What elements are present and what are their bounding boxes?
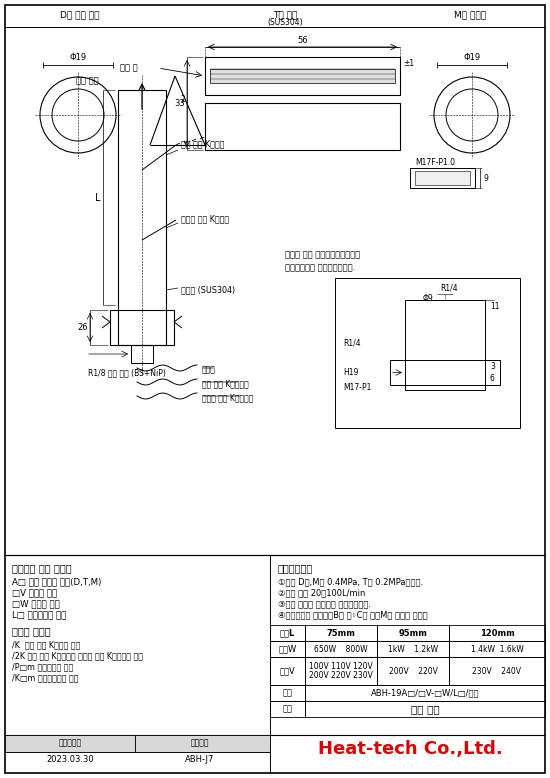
- Bar: [415, 171, 470, 185]
- Text: 관로L: 관로L: [280, 629, 295, 637]
- Text: 품명: 품명: [283, 705, 293, 713]
- Bar: [135, 735, 270, 752]
- Bar: [377, 625, 449, 641]
- Text: 11: 11: [490, 302, 499, 311]
- Bar: [5, 735, 135, 752]
- Text: /K  열풍 온도 K열전대 추가: /K 열풍 온도 K열전대 추가: [12, 640, 80, 649]
- Text: 200V    220V: 200V 220V: [388, 667, 437, 675]
- Text: L□ 기준관로의 지정: L□ 기준관로의 지정: [12, 610, 66, 619]
- Text: ②추천 유량 20～100L/min: ②추천 유량 20～100L/min: [278, 588, 365, 597]
- Bar: [335, 278, 520, 428]
- Text: 발열체 온도 K열전대선: 발열체 온도 K열전대선: [202, 394, 254, 402]
- Text: 120mm: 120mm: [480, 629, 514, 637]
- Bar: [449, 641, 545, 657]
- Bar: [270, 685, 305, 701]
- Text: /K□m 열전대선장이 지정: /K□m 열전대선장이 지정: [12, 673, 78, 682]
- Bar: [377, 657, 449, 685]
- Text: 열풍 온도 K열전대: 열풍 온도 K열전대: [181, 139, 224, 148]
- Text: 230V    240V: 230V 240V: [472, 667, 521, 675]
- Text: 금속관 (SUS304): 금속관 (SUS304): [181, 285, 235, 294]
- Text: M17F-P1.0: M17F-P1.0: [415, 158, 455, 167]
- Text: ④저온기체를 공급하는B형 테◦C형 슬맿M형 내나사 외나사: ④저온기체를 공급하는B형 테◦C형 슬맿M형 내나사 외나사: [278, 610, 428, 619]
- Bar: [305, 685, 545, 701]
- Bar: [377, 641, 449, 657]
- Text: M17-P1: M17-P1: [343, 383, 371, 392]
- Text: ABH-19A□/□V-□W/L□/옵션: ABH-19A□/□V-□W/L□/옵션: [371, 689, 479, 698]
- Text: /P□m 전원선장이 지정: /P□m 전원선장이 지정: [12, 662, 73, 671]
- Text: M형 내나사: M형 내나사: [454, 10, 486, 19]
- Text: 특별주문에서 제작하겠습니다.: 특별주문에서 제작하겠습니다.: [285, 263, 355, 272]
- Text: R1/4: R1/4: [343, 338, 361, 347]
- Text: 【주문시 사양 지정】: 【주문시 사양 지정】: [12, 563, 72, 573]
- Text: Φ19: Φ19: [69, 53, 86, 62]
- Text: 6: 6: [490, 374, 495, 383]
- Text: 650W    800W: 650W 800W: [314, 644, 368, 654]
- Text: 열풍 온도 K열전대선: 열풍 온도 K열전대선: [202, 380, 249, 388]
- Text: 슬릿 폭: 슬릿 폭: [120, 64, 138, 72]
- Text: 1.4kW  1.6kW: 1.4kW 1.6kW: [471, 644, 524, 654]
- Text: ±1: ±1: [403, 59, 414, 68]
- Text: 95mm: 95mm: [399, 629, 427, 637]
- Text: 2023.03.30: 2023.03.30: [46, 755, 94, 765]
- Text: Φ19: Φ19: [464, 53, 481, 62]
- Text: D형 직접 분사: D형 직접 분사: [60, 10, 100, 19]
- Text: 제조년월일: 제조년월일: [58, 738, 81, 748]
- Text: 1kW    1.2kW: 1kW 1.2kW: [388, 644, 438, 654]
- Text: □V 전압의 지정: □V 전압의 지정: [12, 588, 57, 597]
- Text: 2: 2: [180, 94, 185, 103]
- Text: H19: H19: [343, 368, 359, 377]
- Text: ABH-J7: ABH-J7: [185, 755, 215, 765]
- Text: 33: 33: [174, 99, 185, 108]
- Text: 3: 3: [490, 362, 495, 371]
- Text: Heat-tech Co.,Ltd.: Heat-tech Co.,Ltd.: [318, 740, 502, 758]
- Text: 전력W: 전력W: [278, 644, 296, 654]
- Text: 26: 26: [78, 323, 88, 332]
- Text: 75mm: 75mm: [327, 629, 355, 637]
- Bar: [405, 300, 485, 390]
- Bar: [305, 641, 377, 657]
- Text: ③공급 기체는 드레인을 제거하십시오.: ③공급 기체는 드레인을 제거하십시오.: [278, 599, 371, 608]
- Text: 절단의 나사 포함이음새쇼장식은: 절단의 나사 포함이음새쇼장식은: [285, 250, 360, 259]
- Text: L: L: [96, 192, 101, 202]
- Text: 형식: 형식: [283, 689, 293, 698]
- Bar: [410, 168, 475, 188]
- Bar: [305, 657, 377, 685]
- Bar: [110, 310, 174, 345]
- Text: T형 슬릿: T형 슬릿: [273, 10, 297, 19]
- Bar: [270, 657, 305, 685]
- Text: 발열체 온도 K열전대: 발열체 온도 K열전대: [181, 214, 229, 223]
- Text: /2K 열풍 온도 K열전대와 발열체 온도 K열전대의 추가: /2K 열풍 온도 K열전대와 발열체 온도 K열전대의 추가: [12, 651, 143, 660]
- Bar: [270, 625, 305, 641]
- Text: A□ 선단 형상의 지정(D,T,M): A□ 선단 형상의 지정(D,T,M): [12, 577, 101, 586]
- Text: 전원선: 전원선: [202, 366, 216, 374]
- Bar: [449, 625, 545, 641]
- Bar: [118, 90, 166, 345]
- Text: 전압V: 전압V: [279, 667, 295, 675]
- Text: ①내압 D형,M형 0.4MPa, T형 0.2MPa입니다.: ①내압 D형,M형 0.4MPa, T형 0.2MPa입니다.: [278, 577, 423, 586]
- Bar: [449, 657, 545, 685]
- Bar: [390, 360, 500, 385]
- Text: □W 전력의 지정: □W 전력의 지정: [12, 599, 60, 608]
- Text: 9: 9: [483, 173, 488, 183]
- Text: 56: 56: [297, 36, 308, 45]
- Text: Φ9: Φ9: [423, 294, 434, 303]
- Bar: [305, 701, 545, 717]
- Bar: [205, 103, 400, 150]
- Text: R1/8 기체 입구 (BS+NiP): R1/8 기체 입구 (BS+NiP): [88, 368, 166, 377]
- Bar: [205, 57, 400, 95]
- Bar: [210, 69, 395, 83]
- Text: 열풍 출구: 열풍 출구: [76, 76, 98, 85]
- Text: (SUS304): (SUS304): [267, 18, 303, 27]
- Bar: [305, 625, 377, 641]
- Bar: [270, 641, 305, 657]
- Text: 100V 110V 120V: 100V 110V 120V: [309, 662, 373, 671]
- Text: 열풍 히터: 열풍 히터: [411, 704, 439, 714]
- Text: R1/4: R1/4: [440, 283, 458, 292]
- Bar: [131, 345, 153, 363]
- Bar: [270, 701, 305, 717]
- Text: 제조번호: 제조번호: [191, 738, 209, 748]
- Text: 200V 220V 230V: 200V 220V 230V: [309, 671, 373, 680]
- Text: 【옵션 대응】: 【옵션 대응】: [12, 626, 51, 636]
- Text: 【주의사항】: 【주의사항】: [278, 563, 314, 573]
